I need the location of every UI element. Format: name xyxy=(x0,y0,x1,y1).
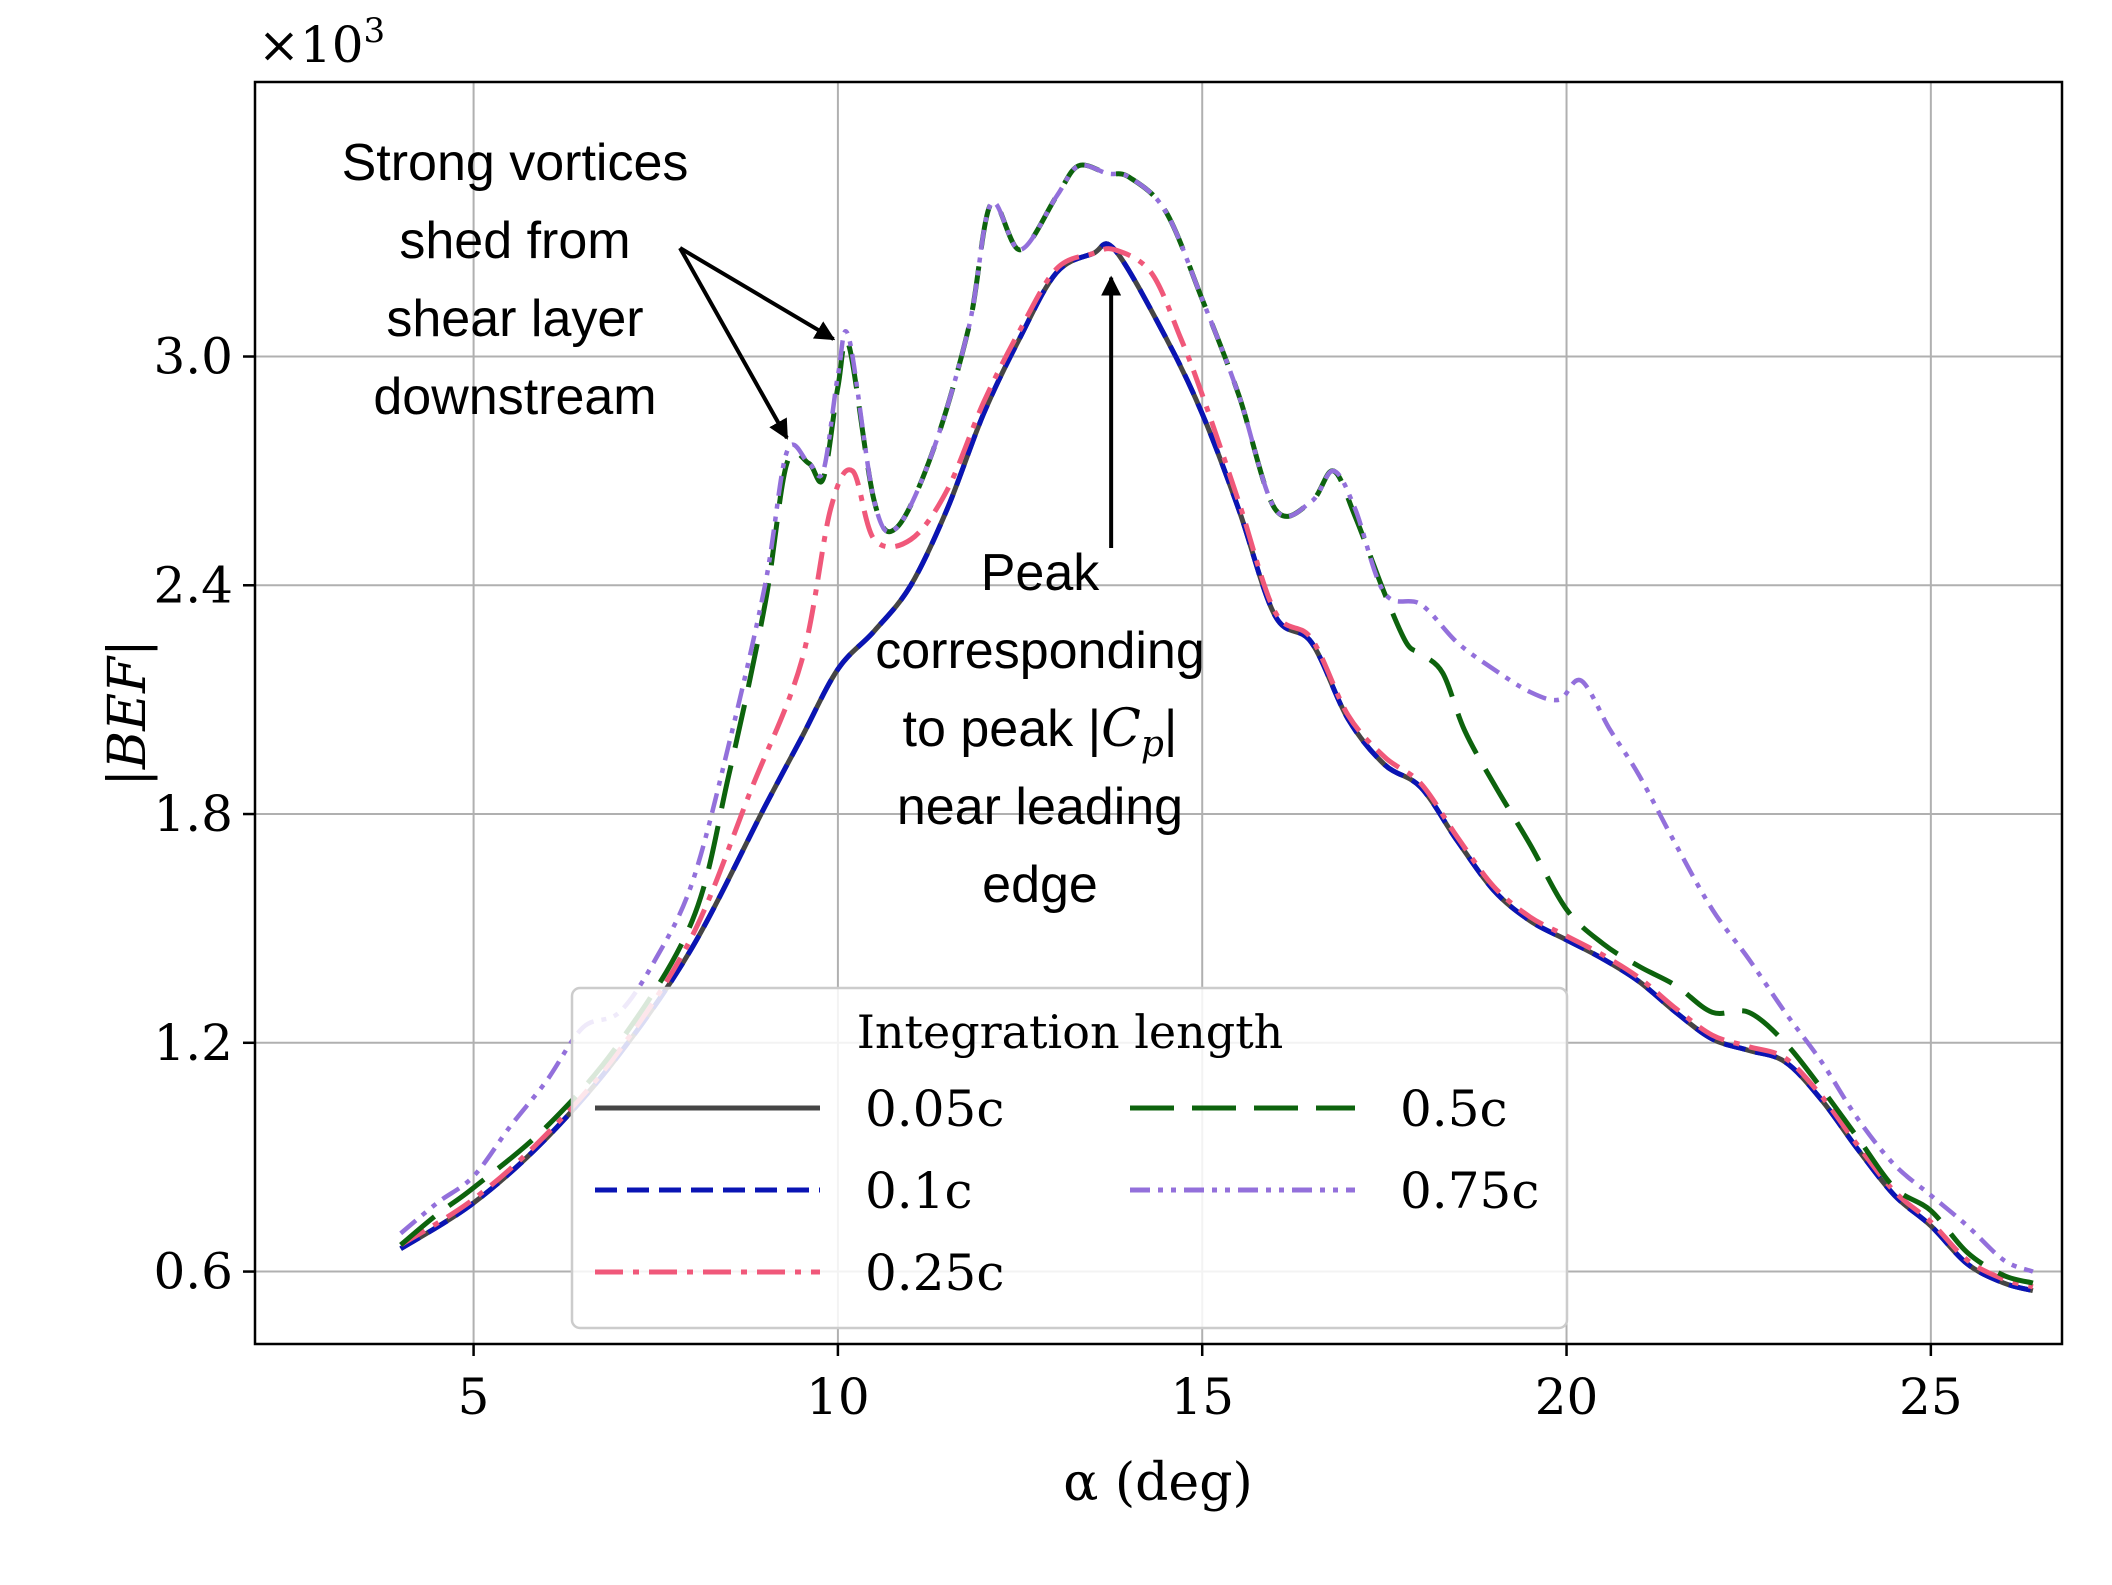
legend-items: 0.05c 0.1c 0.25c 0.5c 0.75c xyxy=(595,1080,1539,1302)
peak-line-4: near leading xyxy=(897,778,1183,836)
arrow-vortex-2 xyxy=(678,246,836,341)
peak-line-3: to peak |Cp| xyxy=(903,699,1178,765)
legend-label-0.05c: 0.05c xyxy=(865,1080,1004,1138)
y-ticks: 0.6 1.2 1.8 2.4 3.0 xyxy=(153,328,255,1301)
peak-line-5: edge xyxy=(982,856,1098,914)
y-tick-label: 0.6 xyxy=(153,1243,233,1301)
vortices-line-2: shed from xyxy=(399,212,630,270)
peak-line-2: corresponding xyxy=(875,622,1205,680)
y-tick-label: 1.2 xyxy=(153,1014,233,1072)
x-axis-label: α (deg) xyxy=(1063,1453,1253,1513)
annotation-peak: Peak corresponding to peak |Cp| near lea… xyxy=(875,275,1205,914)
plot-frame xyxy=(253,80,2064,1346)
x-tick-label: 5 xyxy=(458,1368,490,1426)
arrow-vortex-1 xyxy=(678,247,789,440)
annotation-vortices: Strong vortices shed from shear layer do… xyxy=(342,134,836,440)
legend-label-0.25c: 0.25c xyxy=(865,1244,1004,1302)
y-tick-label: 3.0 xyxy=(153,328,233,386)
vortices-line-3: shear layer xyxy=(386,290,643,348)
x-tick-label: 25 xyxy=(1899,1368,1963,1426)
series-layer xyxy=(399,162,2034,1294)
x-tick-label: 10 xyxy=(806,1368,870,1426)
legend: Integration length 0.05c 0.1c 0.25c 0.5c 0.7… xyxy=(570,986,1569,1330)
y-tick-label: 2.4 xyxy=(153,556,233,614)
x-tick-label: 20 xyxy=(1535,1368,1599,1426)
legend-label-0.75c: 0.75c xyxy=(1400,1162,1539,1220)
legend-label-0.5c: 0.5c xyxy=(1400,1080,1508,1138)
series-line-0.25c xyxy=(399,246,2034,1290)
vortices-line-1: Strong vortices xyxy=(342,134,689,192)
series-line-0.75c xyxy=(399,162,2034,1274)
x-tick-label: 15 xyxy=(1170,1368,1234,1426)
peak-line-1: Peak xyxy=(981,544,1101,602)
legend-label-0.1c: 0.1c xyxy=(865,1162,973,1220)
vortices-line-4: downstream xyxy=(373,368,656,426)
legend-title: Integration length xyxy=(857,1005,1284,1059)
legend-box xyxy=(570,986,1569,1330)
x-ticks: 5 10 15 20 25 xyxy=(458,1344,1963,1426)
y-axis-label: |BEF| xyxy=(98,639,158,786)
y-tick-label: 1.8 xyxy=(153,785,233,843)
y-multiplier: ×103 xyxy=(258,11,385,74)
